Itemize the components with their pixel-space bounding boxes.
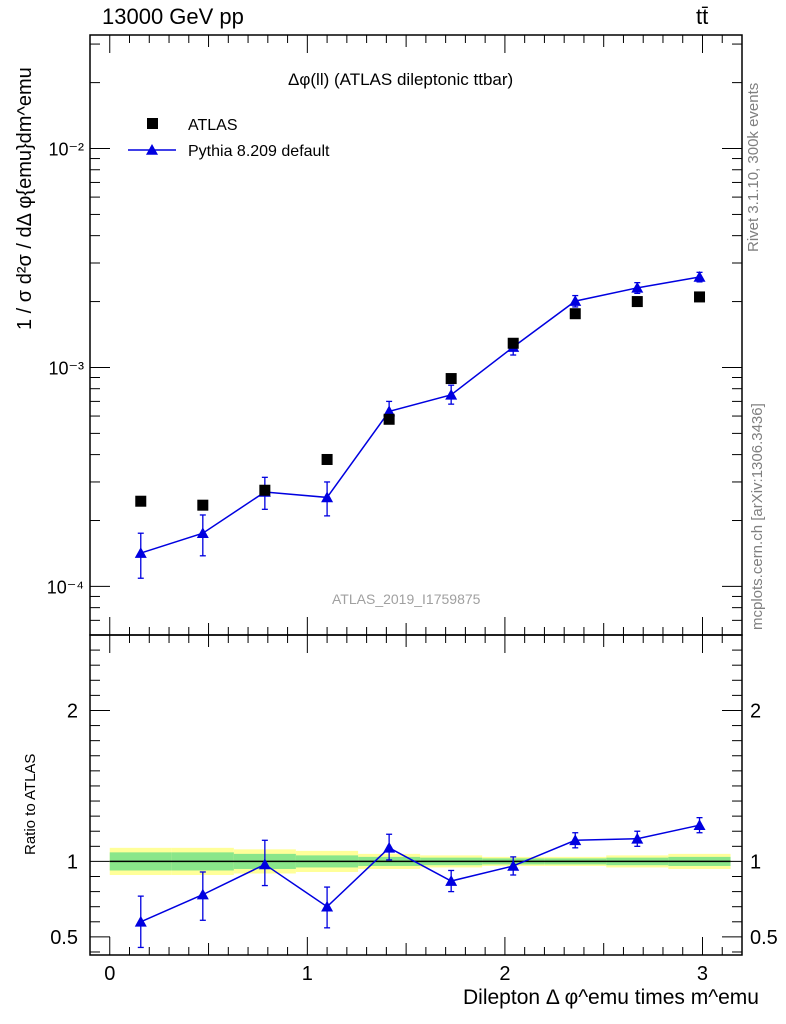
mcplots-label: mcplots.cern.ch [arXiv:1306.3436] <box>749 403 766 630</box>
pythia-point <box>693 270 706 282</box>
x-tick-label: 1 <box>302 963 313 985</box>
pythia-point <box>383 405 396 417</box>
pythia-point <box>631 281 644 293</box>
ratio-y-tick-label-right: 2 <box>750 700 761 722</box>
ratio-pythia-point <box>445 875 458 886</box>
process-label: tt̄ <box>696 4 709 29</box>
ratio-pythia-point <box>569 834 582 846</box>
atlas-data-point <box>569 308 581 320</box>
y-tick-label: 10⁻³ <box>48 358 84 378</box>
ratio-y-tick-label: 0.5 <box>50 927 78 949</box>
x-axis-label: Dilepton Δ φ^emu times m^emu <box>463 986 759 1009</box>
pythia-point <box>196 527 209 539</box>
ratio-y-tick-label-right: 1 <box>750 851 761 873</box>
y-axis-label-main: 1 / σ d²σ / dΔ φ{emu}dm^emu <box>14 67 36 330</box>
atlas-data-point <box>694 291 706 303</box>
x-tick-label: 3 <box>697 963 708 985</box>
main-title: Δφ(ll) (ATLAS dileptonic ttbar) <box>288 70 514 89</box>
pythia-point <box>134 547 147 558</box>
x-tick-label: 2 <box>499 963 510 985</box>
ratio-pythia-point <box>383 841 396 853</box>
ratio-y-tick-label: 2 <box>67 700 78 722</box>
rivet-version-label: Rivet 3.1.10, 300k events <box>745 82 762 252</box>
atlas-data-point <box>135 495 147 507</box>
y-axis-label-ratio: Ratio to ATLAS <box>22 753 39 855</box>
atlas-data-point <box>445 373 457 385</box>
pythia-point <box>321 491 334 503</box>
pythia-point <box>569 295 582 306</box>
ratio-y-tick-label: 1 <box>67 851 78 873</box>
pythia-line <box>140 276 700 554</box>
ratio-pythia-point <box>196 888 209 900</box>
y-tick-label: 10⁻⁴ <box>47 577 84 597</box>
ratio-pythia-point <box>258 858 271 870</box>
ratio-pythia-point <box>321 900 334 912</box>
atlas-data-point <box>507 337 519 349</box>
ratio-pythia-point <box>631 832 644 844</box>
atlas-data-point <box>631 296 643 308</box>
ratio-pythia-point <box>693 819 706 830</box>
ratio-plot-frame <box>89 634 743 956</box>
atlas-data-point <box>321 453 333 465</box>
atlas-data-point <box>259 484 271 496</box>
pythia-point <box>445 388 458 400</box>
energy-label: 13000 GeV pp <box>102 4 244 29</box>
ratio-pythia-point <box>134 915 147 927</box>
legend-pythia-marker <box>146 144 158 155</box>
y-tick-label: 10⁻² <box>48 140 84 160</box>
atlas-data-point <box>383 413 395 425</box>
legend-pythia-label: Pythia 8.209 default <box>188 143 330 160</box>
ratio-pythia-point <box>507 859 520 871</box>
x-tick-label: 0 <box>104 963 115 985</box>
legend-atlas-marker <box>147 118 158 129</box>
legend-atlas-label: ATLAS <box>188 117 238 134</box>
watermark-label: ATLAS_2019_I1759875 <box>332 591 481 607</box>
ratio-pythia-line <box>140 824 700 923</box>
ratio-y-tick-label-right: 0.5 <box>750 927 778 949</box>
atlas-data-point <box>197 499 209 511</box>
